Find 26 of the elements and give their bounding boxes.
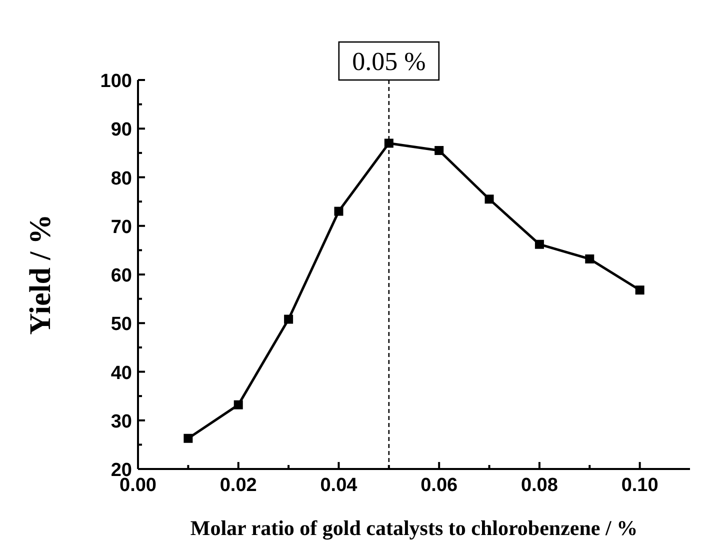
y-tick-label: 60 — [110, 266, 132, 286]
y-tick-label: 90 — [110, 120, 132, 141]
x-tick-label: 0.10 — [621, 475, 658, 496]
y-tick-label: 50 — [110, 314, 132, 336]
x-tick-label: 0.08 — [520, 475, 558, 496]
point — [434, 146, 444, 156]
x-tick-label: 0.06 — [420, 475, 458, 496]
point — [284, 314, 294, 324]
ref-line-label: 0.05 % — [352, 47, 426, 76]
point — [334, 206, 344, 216]
point — [234, 400, 243, 410]
x-tick-label: 0.02 — [220, 475, 257, 496]
y-tick-label: 40 — [110, 362, 132, 384]
y-axis-title: Yield / % — [24, 214, 57, 335]
x-tick-label: 0.04 — [320, 475, 358, 496]
y-tick-label: 70 — [110, 216, 132, 238]
point — [585, 254, 594, 264]
point — [384, 138, 394, 148]
y-tick-label: 30 — [110, 411, 132, 432]
y-tick-label: 80 — [110, 168, 132, 190]
point — [534, 240, 544, 249]
point — [184, 434, 193, 443]
x-axis-title: Molar ratio of gold catalysts to chlorobenzene / % — [190, 516, 638, 540]
point — [484, 194, 494, 204]
y-tick-label: 100 — [100, 71, 132, 92]
point — [635, 286, 644, 295]
